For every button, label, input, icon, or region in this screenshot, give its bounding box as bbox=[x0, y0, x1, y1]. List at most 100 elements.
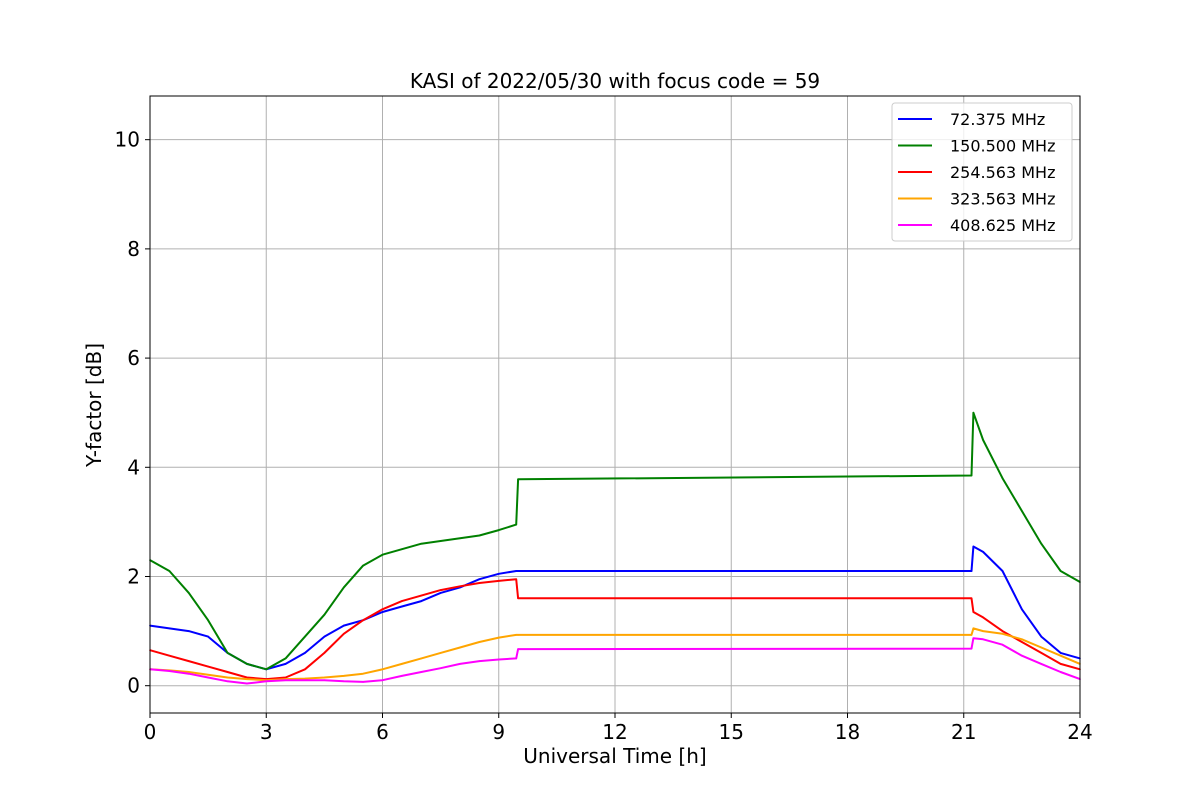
series-4-point bbox=[284, 679, 287, 681]
series-3-point bbox=[362, 672, 364, 675]
x-tick-label: 0 bbox=[144, 720, 157, 744]
series-2-point bbox=[439, 589, 442, 591]
series-0-point bbox=[401, 605, 403, 608]
series-3-point bbox=[207, 674, 209, 676]
legend-label-2: 254.563 MHz bbox=[950, 163, 1055, 182]
series-4-point bbox=[1021, 654, 1023, 657]
series-4-point bbox=[972, 637, 975, 639]
series-0-point bbox=[343, 624, 345, 627]
series-3-point bbox=[1001, 633, 1004, 635]
series-0-point bbox=[498, 573, 500, 575]
series-1-point bbox=[362, 564, 364, 567]
series-1-point bbox=[265, 668, 268, 671]
series-2-point bbox=[459, 585, 461, 588]
series-4-point bbox=[207, 676, 209, 679]
legend-box bbox=[891, 102, 1073, 242]
x-tick-label: 6 bbox=[376, 720, 389, 744]
series-1-point bbox=[517, 478, 519, 481]
series-4-point bbox=[188, 672, 190, 675]
series-2-point bbox=[362, 619, 364, 621]
series-4-point bbox=[515, 657, 517, 660]
series-2-point bbox=[982, 616, 984, 619]
series-1-point bbox=[381, 553, 384, 556]
series-2-point bbox=[226, 671, 229, 673]
series-4-point bbox=[517, 648, 519, 650]
series-2-point bbox=[188, 660, 190, 662]
x-axis-label: Universal Time [h] bbox=[523, 744, 706, 768]
series-4-point bbox=[168, 670, 171, 672]
series-3-point bbox=[1059, 654, 1062, 657]
y-tick-label: 8 bbox=[127, 237, 140, 261]
series-2-point bbox=[284, 676, 287, 679]
series-4-point bbox=[381, 679, 384, 681]
series-0-point bbox=[478, 578, 481, 580]
series-0-point bbox=[439, 592, 442, 594]
series-1-point bbox=[515, 523, 517, 526]
series-1-point bbox=[284, 657, 287, 660]
series-0-point bbox=[381, 611, 384, 613]
series-1-point bbox=[1040, 542, 1043, 545]
series-2-point bbox=[498, 580, 500, 582]
series-2-point bbox=[515, 578, 517, 580]
series-3-point bbox=[517, 634, 519, 636]
series-3-point bbox=[343, 675, 345, 677]
series-2-point bbox=[972, 611, 975, 613]
series-1-point bbox=[323, 613, 326, 616]
series-1-point bbox=[982, 439, 984, 441]
series-4-point bbox=[246, 682, 248, 685]
series-3-point bbox=[226, 676, 229, 679]
series-3-point bbox=[323, 676, 326, 679]
y-tick-label: 4 bbox=[127, 455, 140, 479]
series-3-point bbox=[246, 678, 248, 680]
series-3-point bbox=[459, 646, 461, 649]
series-1-point bbox=[168, 570, 171, 572]
x-tick-label: 3 bbox=[260, 720, 273, 744]
series-2-point bbox=[970, 597, 973, 600]
series-0-point bbox=[207, 635, 209, 638]
series-4-point bbox=[1059, 671, 1062, 673]
series-3-point bbox=[1040, 646, 1043, 649]
series-1-point bbox=[459, 537, 461, 540]
series-0-point bbox=[517, 570, 519, 572]
series-1-point bbox=[1059, 570, 1062, 572]
series-1-point bbox=[304, 635, 306, 638]
series-2-point bbox=[420, 594, 423, 597]
series-2-point bbox=[1040, 652, 1043, 654]
series-1-point bbox=[343, 586, 345, 589]
x-tick-label: 24 bbox=[1067, 720, 1092, 744]
series-4-point bbox=[459, 663, 461, 665]
y-tick-label: 0 bbox=[127, 674, 140, 698]
series-3-point bbox=[1021, 638, 1023, 641]
y-tick-label: 10 bbox=[115, 128, 140, 152]
x-tick-label: 12 bbox=[602, 720, 627, 744]
x-tick-label: 15 bbox=[719, 720, 744, 744]
series-2-point bbox=[304, 668, 306, 671]
series-3-point bbox=[970, 634, 973, 636]
series-4-point bbox=[420, 671, 423, 673]
series-lines bbox=[149, 411, 1081, 685]
series-1-point bbox=[226, 652, 229, 654]
series-2-point bbox=[401, 600, 403, 602]
series-0-point bbox=[323, 635, 326, 638]
series-1-point bbox=[498, 529, 500, 531]
series-2-point bbox=[1001, 630, 1004, 632]
series-4-point bbox=[323, 679, 326, 681]
series-1-point bbox=[970, 474, 973, 477]
series-1-point bbox=[439, 540, 442, 542]
series-0-point bbox=[304, 652, 306, 654]
x-tick-label: 18 bbox=[835, 720, 860, 744]
series-0-point bbox=[420, 600, 423, 602]
series-3-point bbox=[498, 636, 500, 639]
series-4-point bbox=[362, 681, 364, 683]
series-4-point bbox=[478, 660, 481, 662]
series-3-point bbox=[188, 671, 190, 673]
series-3-point bbox=[420, 657, 423, 660]
series-0-point bbox=[284, 663, 287, 665]
series-4-point bbox=[498, 658, 500, 661]
x-tick-label: 9 bbox=[492, 720, 505, 744]
series-0-point bbox=[970, 570, 973, 572]
series-1-point bbox=[1001, 477, 1004, 480]
y-tick-label: 2 bbox=[127, 564, 140, 588]
series-1-point bbox=[401, 548, 403, 550]
